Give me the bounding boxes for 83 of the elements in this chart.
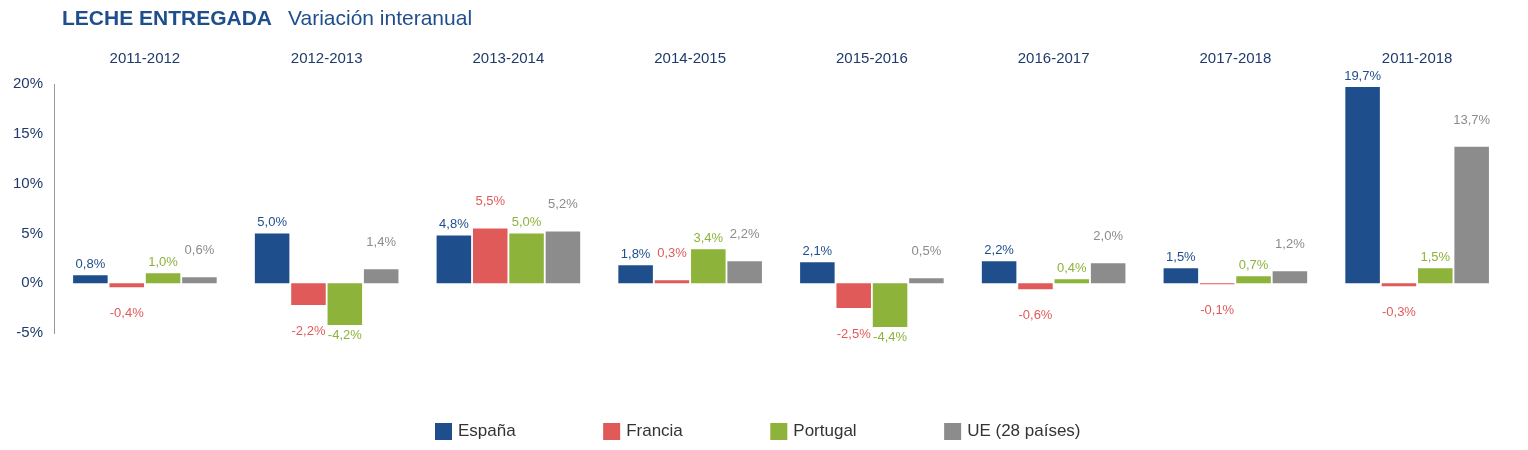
bar	[1163, 268, 1199, 284]
data-label: -2,5%	[836, 326, 872, 342]
data-label: 3,4%	[693, 230, 724, 246]
bar	[545, 231, 581, 284]
data-label: -2,2%	[291, 323, 326, 339]
y-tick-label: 10%	[12, 173, 44, 191]
data-label: 1,5%	[1420, 249, 1451, 265]
bar	[291, 283, 326, 306]
data-label: 1,2%	[1275, 236, 1306, 252]
data-label: 2,2%	[729, 226, 760, 242]
x-tick-label: 2011-2012	[109, 49, 181, 67]
data-label: -0,1%	[1200, 302, 1235, 318]
data-label: 13,7%	[1453, 111, 1491, 127]
bar	[109, 283, 144, 288]
data-label: 5,0%	[257, 214, 288, 230]
data-label: 2,2%	[984, 242, 1015, 258]
y-tick-label: 0%	[21, 273, 44, 291]
data-label: 1,5%	[1166, 249, 1197, 265]
data-label: -0,6%	[1018, 307, 1053, 323]
data-label: 1,8%	[620, 246, 651, 262]
bar	[836, 283, 871, 309]
y-tick-label: 5%	[21, 223, 44, 241]
data-label: 2,1%	[802, 243, 833, 259]
x-tick-label: 2015-2016	[836, 49, 908, 67]
y-tick-label: 15%	[12, 123, 44, 141]
data-label: 1,0%	[148, 254, 179, 270]
legend-label: España	[457, 421, 517, 441]
data-label: 5,5%	[475, 193, 506, 209]
legend-label: UE (28 países)	[967, 421, 1081, 441]
data-label: 0,8%	[75, 256, 106, 272]
bar	[73, 275, 108, 284]
data-label: 0,7%	[1238, 257, 1269, 273]
data-label: 19,7%	[1344, 68, 1382, 84]
bar	[1381, 283, 1417, 287]
data-label: -0,4%	[109, 305, 145, 321]
data-label: 4,8%	[439, 216, 470, 232]
data-label: 1,4%	[366, 234, 397, 250]
data-label: 0,5%	[911, 243, 942, 259]
chart-subtitle: Variación interanual	[288, 6, 473, 29]
bar	[363, 269, 399, 284]
bar	[1454, 146, 1489, 284]
x-tick-label: 2014-2015	[654, 49, 726, 67]
data-label: 0,6%	[184, 242, 215, 258]
x-tick-label: 2011-2018	[1381, 49, 1453, 67]
data-label: 2,0%	[1093, 228, 1124, 244]
bar	[654, 280, 690, 284]
data-label: -4,2%	[327, 327, 363, 343]
bar	[1236, 276, 1271, 284]
bar	[1090, 263, 1126, 284]
bar	[1272, 271, 1308, 284]
data-label: -0,3%	[1381, 304, 1417, 320]
y-tick-label: -5%	[16, 323, 44, 341]
bar	[909, 278, 944, 284]
bar	[981, 261, 1017, 284]
data-label: 5,2%	[548, 196, 579, 212]
bar	[1018, 283, 1053, 290]
x-tick-label: 2016-2017	[1017, 49, 1090, 67]
bar	[872, 283, 908, 328]
data-label: 0,3%	[657, 245, 688, 261]
chart-title: LECHE ENTREGADA	[62, 6, 273, 29]
data-label: 0,4%	[1056, 260, 1088, 276]
bar	[1345, 86, 1380, 284]
x-tick-label: 2017-2018	[1199, 49, 1272, 67]
bar	[436, 235, 472, 284]
bar	[1418, 268, 1453, 284]
bar	[145, 273, 181, 284]
bar	[182, 277, 217, 284]
data-label: 5,0%	[511, 214, 542, 230]
bar	[618, 265, 653, 284]
data-label: -4,4%	[873, 329, 908, 345]
bar	[800, 262, 835, 284]
x-tick-label: 2012-2013	[290, 49, 363, 67]
legend-label: Francia	[626, 421, 684, 441]
bar	[472, 228, 508, 284]
x-tick-label: 2013-2014	[472, 49, 545, 67]
y-tick-label: 20%	[12, 74, 44, 92]
legend-label: Portugal	[793, 421, 857, 441]
bar	[509, 233, 544, 284]
bar	[691, 249, 726, 284]
bar	[254, 233, 290, 284]
bar	[1054, 279, 1090, 284]
bar	[327, 283, 363, 326]
bar	[727, 261, 762, 284]
